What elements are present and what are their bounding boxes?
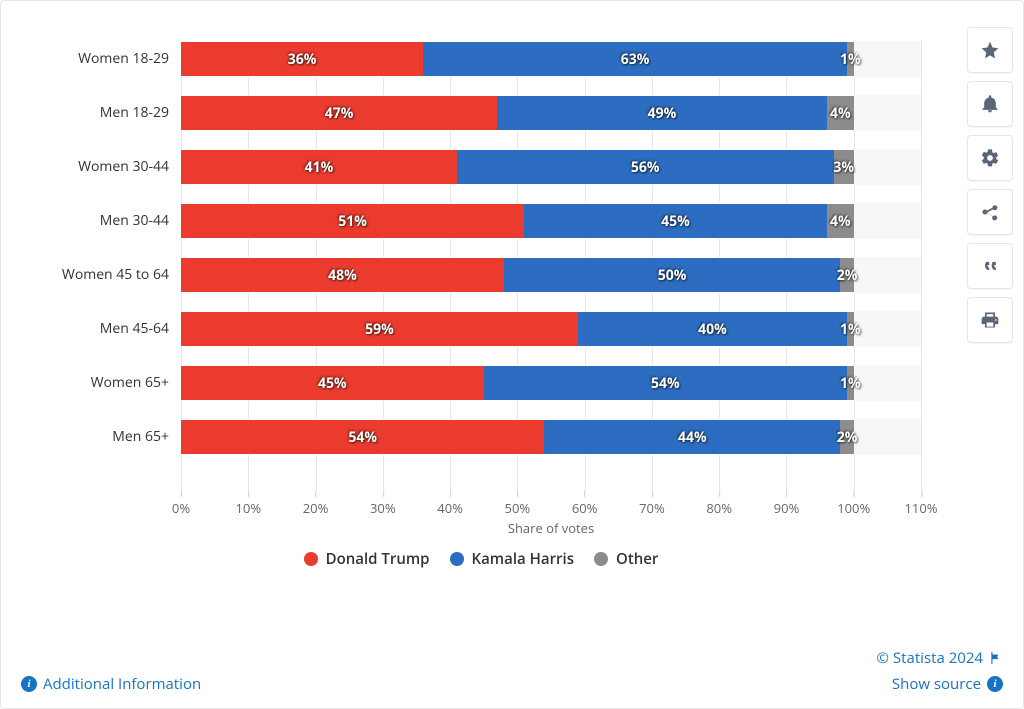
bar-segment[interactable]: 4% [827, 95, 854, 131]
legend-item[interactable]: Donald Trump [304, 549, 430, 569]
bar-segment[interactable]: 54% [484, 365, 847, 401]
bar-segment[interactable]: 49% [497, 95, 827, 131]
x-tick-label: 60% [572, 491, 598, 517]
legend: Donald Trump Kamala Harris Other [21, 549, 941, 569]
category-label: Men 65+ [21, 419, 181, 455]
cite-button[interactable] [967, 243, 1013, 289]
bar-segment[interactable]: 54% [181, 419, 544, 455]
legend-swatch [304, 552, 318, 566]
x-tick-label: 70% [639, 491, 665, 517]
legend-swatch [450, 552, 464, 566]
x-tick-label: 100% [837, 491, 870, 517]
bar-segment[interactable]: 3% [834, 149, 854, 185]
category-label: Women 18-29 [21, 41, 181, 77]
show-source-link[interactable]: Show source i [892, 674, 1003, 694]
share-button[interactable] [967, 189, 1013, 235]
additional-information-label: Additional Information [43, 674, 201, 694]
flag-icon [989, 651, 1003, 665]
x-tick-label: 80% [706, 491, 732, 517]
bar-segment[interactable]: 36% [181, 41, 423, 77]
bar-segment[interactable]: 63% [423, 41, 847, 77]
x-tick-label: 20% [303, 491, 329, 517]
bar-segment[interactable]: 2% [840, 419, 853, 455]
x-tick-label: 0% [172, 491, 190, 517]
bar-segment[interactable]: 2% [840, 257, 853, 293]
info-icon: i [987, 676, 1003, 692]
x-tick-label: 30% [370, 491, 396, 517]
legend-item[interactable]: Kamala Harris [450, 549, 574, 569]
chart-region: 0% 10% 20% 30% 40% 50% 60% 70% 80% 90% 100% 110% Wom… [21, 31, 941, 591]
bar-segment[interactable]: 47% [181, 95, 497, 131]
bar-segment[interactable]: 1% [847, 41, 854, 77]
print-button[interactable] [967, 297, 1013, 343]
bar-row: Men 45-6459%40%1% [181, 311, 921, 347]
bar-segment[interactable]: 45% [181, 365, 484, 401]
x-tick-label: 110% [904, 491, 937, 517]
bar-segment[interactable]: 44% [544, 419, 840, 455]
bar-row: Men 65+54%44%2% [181, 419, 921, 455]
bar-segment[interactable]: 4% [827, 203, 854, 239]
bar-segment[interactable]: 1% [847, 365, 854, 401]
legend-label: Other [616, 549, 658, 569]
category-label: Men 45-64 [21, 311, 181, 347]
bell-icon [980, 94, 1000, 114]
gear-icon [980, 148, 1000, 168]
bar-row: Women 65+45%54%1% [181, 365, 921, 401]
bar-segment[interactable]: 1% [847, 311, 854, 347]
bar-segment[interactable]: 45% [524, 203, 827, 239]
action-toolbar [967, 27, 1013, 343]
bar-segment[interactable]: 41% [181, 149, 457, 185]
x-axis-title: Share of votes [181, 519, 921, 537]
legend-swatch [594, 552, 608, 566]
bar-segment[interactable]: 50% [504, 257, 840, 293]
x-tick-label: 50% [505, 491, 531, 517]
gridline [921, 41, 922, 491]
category-label: Men 18-29 [21, 95, 181, 131]
category-label: Women 30-44 [21, 149, 181, 185]
bar-segment[interactable]: 59% [181, 311, 578, 347]
category-label: Women 45 to 64 [21, 257, 181, 293]
bar-row: Women 45 to 6448%50%2% [181, 257, 921, 293]
alert-button[interactable] [967, 81, 1013, 127]
info-icon: i [21, 676, 37, 692]
bar-segment[interactable]: 51% [181, 203, 524, 239]
footer: i Additional Information © Statista 2024… [21, 648, 1003, 694]
star-icon [980, 40, 1000, 60]
bar-segment[interactable]: 48% [181, 257, 504, 293]
category-label: Men 30-44 [21, 203, 181, 239]
legend-item[interactable]: Other [594, 549, 658, 569]
x-tick-label: 10% [235, 491, 261, 517]
quote-icon [980, 256, 1000, 276]
bar-segment[interactable]: 40% [578, 311, 847, 347]
bar-row: Men 30-4451%45%4% [181, 203, 921, 239]
bar-row: Women 18-2936%63%1% [181, 41, 921, 77]
bar-row: Women 30-4441%56%3% [181, 149, 921, 185]
bar-segment[interactable]: 56% [457, 149, 834, 185]
print-icon [980, 310, 1000, 330]
additional-information-link[interactable]: i Additional Information [21, 674, 201, 694]
x-tick-label: 90% [774, 491, 800, 517]
favorite-button[interactable] [967, 27, 1013, 73]
plot-area: 0%10%20%30%40%50%60%70%80%90%100%110%Wom… [181, 41, 921, 491]
legend-label: Kamala Harris [472, 549, 574, 569]
category-label: Women 65+ [21, 365, 181, 401]
x-tick-label: 40% [437, 491, 463, 517]
copyright-label: © Statista 2024 [877, 648, 1003, 668]
share-icon [980, 202, 1000, 222]
bar-row: Men 18-2947%49%4% [181, 95, 921, 131]
settings-button[interactable] [967, 135, 1013, 181]
legend-label: Donald Trump [326, 549, 430, 569]
